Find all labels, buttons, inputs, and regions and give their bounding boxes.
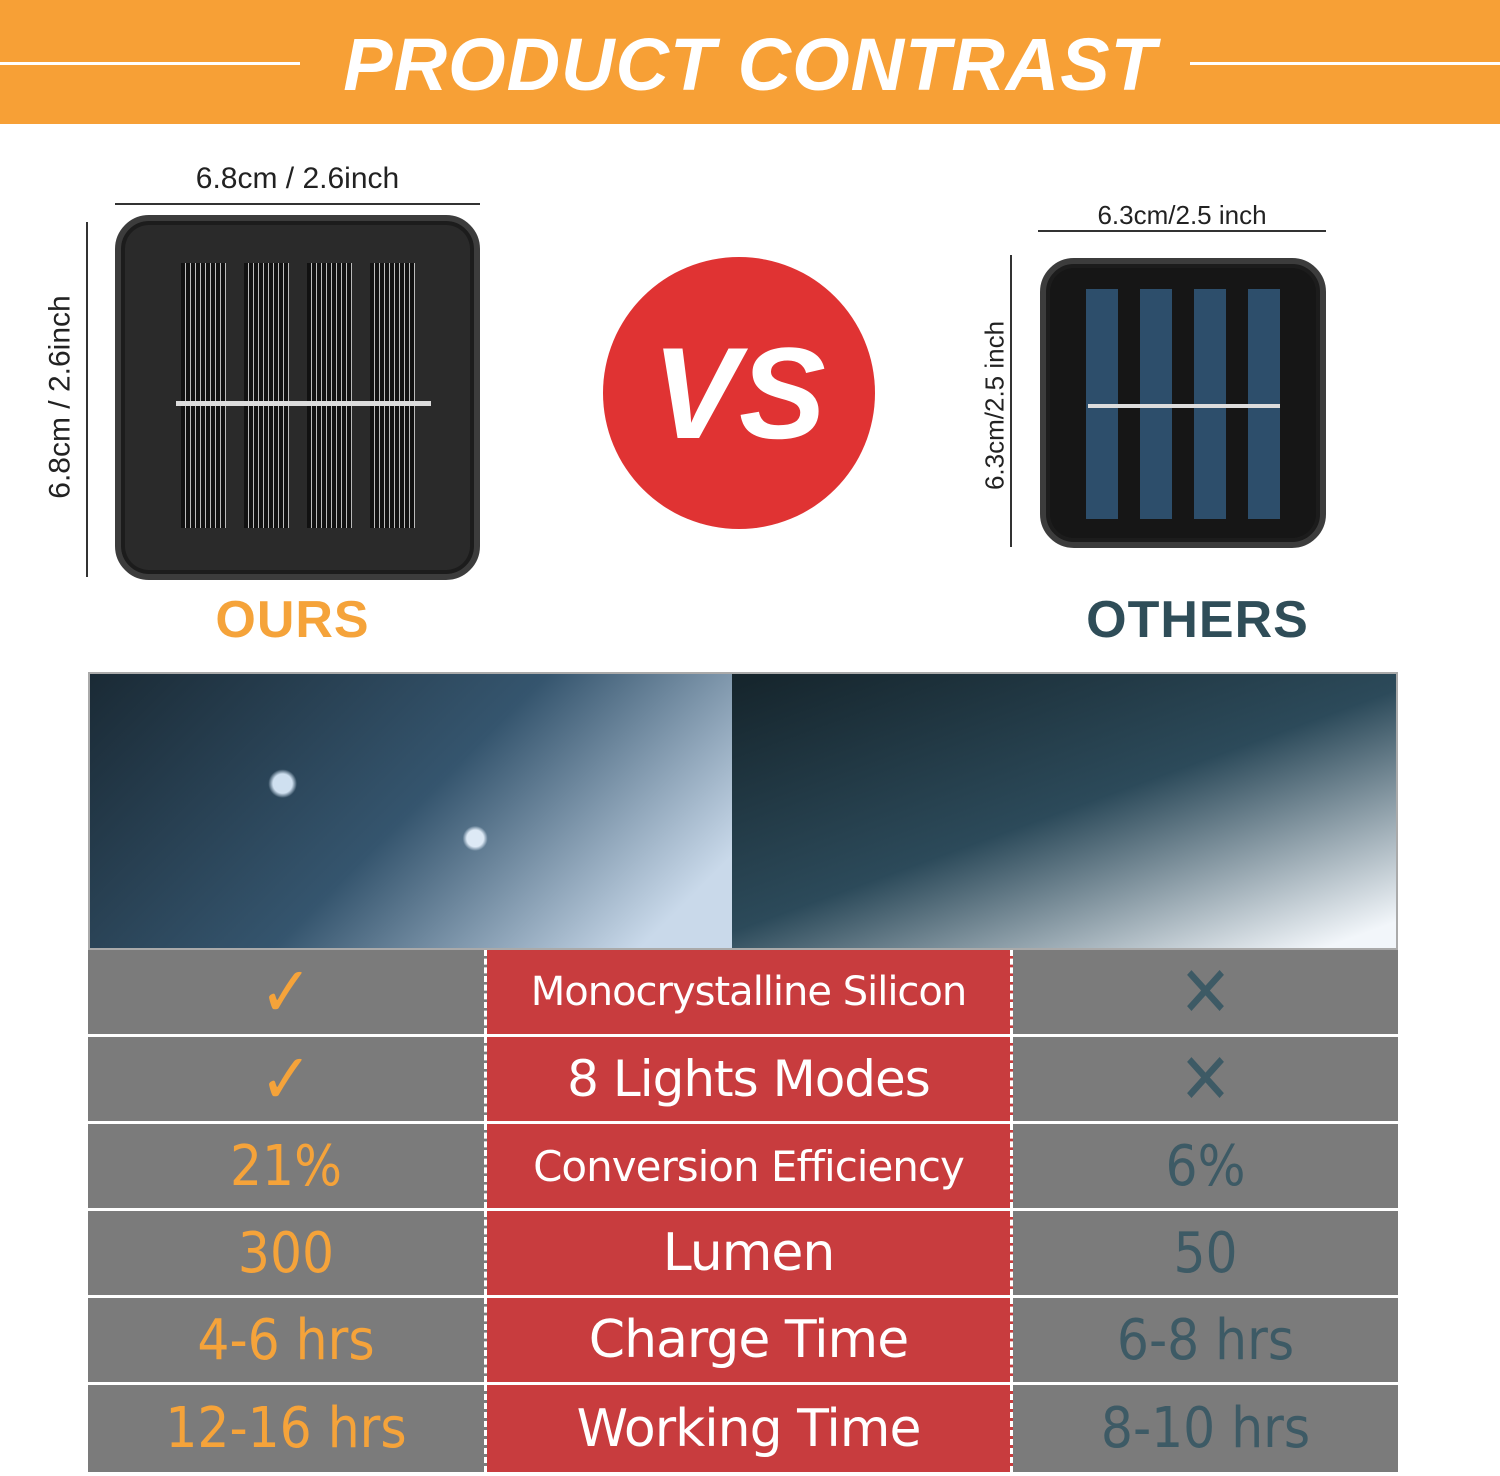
check-icon: ✓ xyxy=(88,1037,487,1121)
dimension-line xyxy=(86,222,88,577)
dimension-line xyxy=(1010,255,1012,547)
cross-icon: ✕ xyxy=(1013,950,1398,1034)
ours-lights-photo xyxy=(90,674,732,948)
ours-value: 4-6 hrs xyxy=(88,1298,487,1382)
feature-label: 8 Lights Modes xyxy=(487,1037,1013,1121)
dimension-line xyxy=(115,203,480,205)
others-value: 8-10 hrs xyxy=(1013,1385,1398,1472)
ours-label: OURS xyxy=(215,591,370,649)
others-value: 6-8 hrs xyxy=(1013,1298,1398,1382)
feature-label: Charge Time xyxy=(487,1298,1013,1382)
ours-height-label: 6.8cm / 2.6inch xyxy=(43,295,77,499)
feature-label: Lumen xyxy=(487,1211,1013,1295)
page-title: PRODUCT CONTRAST xyxy=(343,23,1157,106)
feature-label: Conversion Efficiency xyxy=(487,1124,1013,1208)
vs-badge: VS xyxy=(603,257,875,529)
dimension-line xyxy=(1038,230,1326,232)
others-height-label: 6.3cm/2.5 inch xyxy=(979,320,1010,491)
table-row: 300 Lumen 50 xyxy=(88,1211,1398,1298)
check-icon: ✓ xyxy=(88,950,487,1034)
header-banner: PRODUCT CONTRAST xyxy=(0,0,1500,124)
table-row: ✓ Monocrystalline Silicon ✕ xyxy=(88,950,1398,1037)
ours-value: 21% xyxy=(88,1124,487,1208)
others-solar-panel xyxy=(1040,258,1326,548)
cross-icon: ✕ xyxy=(1013,1037,1398,1121)
table-row: 12-16 hrs Working Time 8-10 hrs xyxy=(88,1385,1398,1472)
feature-label: Monocrystalline Silicon xyxy=(487,950,1013,1034)
divider xyxy=(0,62,300,65)
comparison-table: ✓ Monocrystalline Silicon ✕ ✓ 8 Lights M… xyxy=(88,950,1398,1472)
others-width-label: 6.3cm/2.5 inch xyxy=(1097,200,1267,230)
ours-width-label: 6.8cm / 2.6inch xyxy=(195,162,400,195)
table-row: 4-6 hrs Charge Time 6-8 hrs xyxy=(88,1298,1398,1385)
table-row: ✓ 8 Lights Modes ✕ xyxy=(88,1037,1398,1124)
others-value: 6% xyxy=(1013,1124,1398,1208)
table-row: 21% Conversion Efficiency 6% xyxy=(88,1124,1398,1211)
feature-label: Working Time xyxy=(487,1385,1013,1472)
others-lights-photo xyxy=(732,674,1396,948)
divider xyxy=(1190,62,1500,65)
others-label: OTHERS xyxy=(1086,591,1309,649)
ours-value: 12-16 hrs xyxy=(88,1385,487,1472)
ours-solar-panel xyxy=(115,215,480,580)
ours-value: 300 xyxy=(88,1211,487,1295)
light-comparison-photos xyxy=(88,672,1398,950)
others-value: 50 xyxy=(1013,1211,1398,1295)
